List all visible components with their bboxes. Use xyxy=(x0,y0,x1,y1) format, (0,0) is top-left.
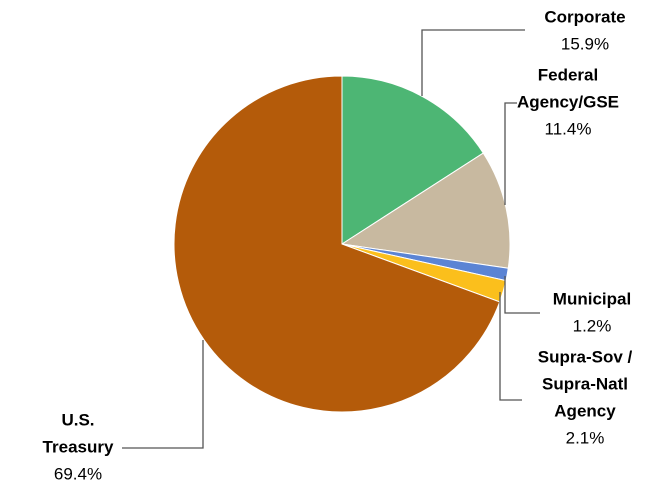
value-label: 2.1% xyxy=(566,428,605,447)
pie-slice xyxy=(341,75,484,245)
leader-line xyxy=(421,29,525,96)
slice-label: U.S. xyxy=(61,410,94,429)
pie-slice xyxy=(173,75,501,413)
value-label: 69.4% xyxy=(54,464,102,483)
slice-label: Treasury xyxy=(43,437,114,456)
slice-label: Agency xyxy=(554,401,616,420)
leader-line xyxy=(504,276,540,314)
leader-line xyxy=(504,102,517,205)
slice-label: Corporate xyxy=(544,7,625,26)
slice-label: Federal xyxy=(538,65,598,84)
value-label: 11.4% xyxy=(545,119,592,138)
slice-label: Municipal xyxy=(553,289,631,308)
leader-line xyxy=(122,340,204,449)
pie-slice xyxy=(340,152,511,269)
value-label: 1.2% xyxy=(573,316,612,335)
leader-line xyxy=(499,292,522,401)
slice-label: Agency/GSE xyxy=(517,92,619,111)
value-label: 15.9% xyxy=(561,34,609,53)
slice-label: Supra-Natl xyxy=(542,374,628,393)
slice-label: Supra-Sov / xyxy=(538,347,633,366)
